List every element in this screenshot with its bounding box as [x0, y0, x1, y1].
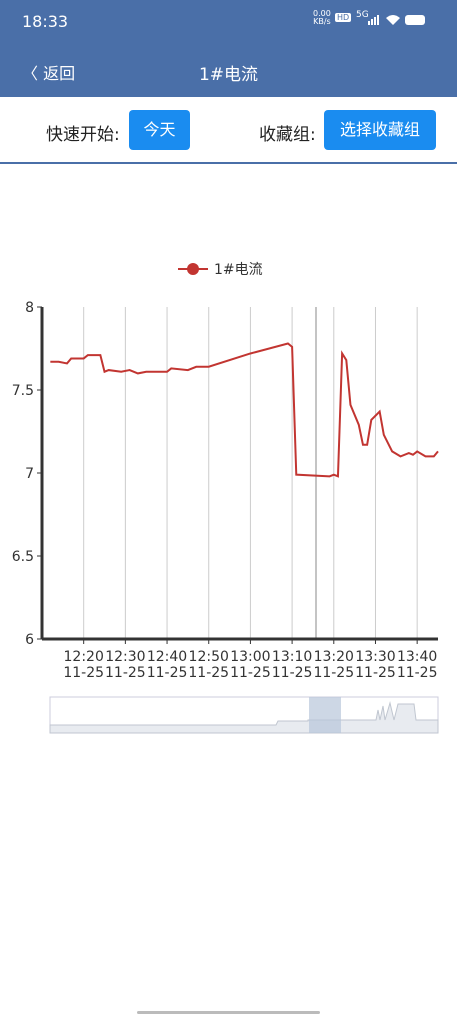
x-tick-label: 12:50: [189, 649, 229, 665]
hd-icon: HD: [335, 13, 352, 22]
back-button[interactable]: 〈 返回: [22, 64, 76, 83]
legend-marker: [187, 263, 199, 275]
x-tick-label: 12:40: [147, 649, 187, 665]
x-tick-date: 11-25: [355, 665, 396, 681]
x-tick-label: 13:20: [314, 649, 354, 665]
net-speed: 0.00 KB/s: [313, 10, 331, 26]
page-title: 1#电流: [198, 65, 259, 85]
today-button[interactable]: 今天: [129, 110, 190, 150]
header: 18:33 0.00 KB/s HD 5G 〈 返回 1#电流: [0, 0, 457, 97]
speed: 0.00: [313, 9, 331, 18]
y-tick-label: 6.5: [12, 549, 34, 565]
x-tick-date: 11-25: [188, 665, 229, 681]
speed-unit: KB/s: [313, 17, 331, 26]
x-tick-date: 11-25: [105, 665, 146, 681]
x-tick-label: 13:30: [355, 649, 395, 665]
y-tick-label: 7.5: [12, 383, 34, 399]
x-tick-date: 11-25: [63, 665, 104, 681]
separator: [0, 162, 457, 164]
zoom-preview: [49, 701, 439, 734]
back-text: 返回: [43, 64, 76, 83]
x-tick-label: 12:20: [64, 649, 104, 665]
status-time: 18:33: [22, 12, 69, 31]
x-tick-date: 11-25: [272, 665, 313, 681]
data-line: [50, 342, 439, 478]
zoom-window[interactable]: [309, 697, 341, 733]
y-tick-label: 7: [25, 466, 34, 482]
home-indicator: [137, 1011, 320, 1014]
y-tick-label: 8: [25, 300, 34, 316]
group-button[interactable]: 选择收藏组: [324, 110, 436, 150]
legend-label: 1#电流: [214, 262, 263, 278]
x-tick-label: 13:00: [230, 649, 270, 665]
status-icons: [368, 15, 425, 25]
x-tick-date: 11-25: [397, 665, 438, 681]
x-tick-label: 13:10: [272, 649, 312, 665]
y-tick-label: 6: [25, 632, 34, 648]
x-tick-label: 13:40: [397, 649, 437, 665]
x-tick-date: 11-25: [147, 665, 188, 681]
network: 5G: [356, 10, 369, 20]
x-tick-label: 12:30: [105, 649, 145, 665]
x-tick-date: 11-25: [313, 665, 354, 681]
x-tick-date: 11-25: [230, 665, 271, 681]
group-label: 收藏组:: [259, 125, 316, 145]
quick-label: 快速开始:: [46, 125, 120, 145]
